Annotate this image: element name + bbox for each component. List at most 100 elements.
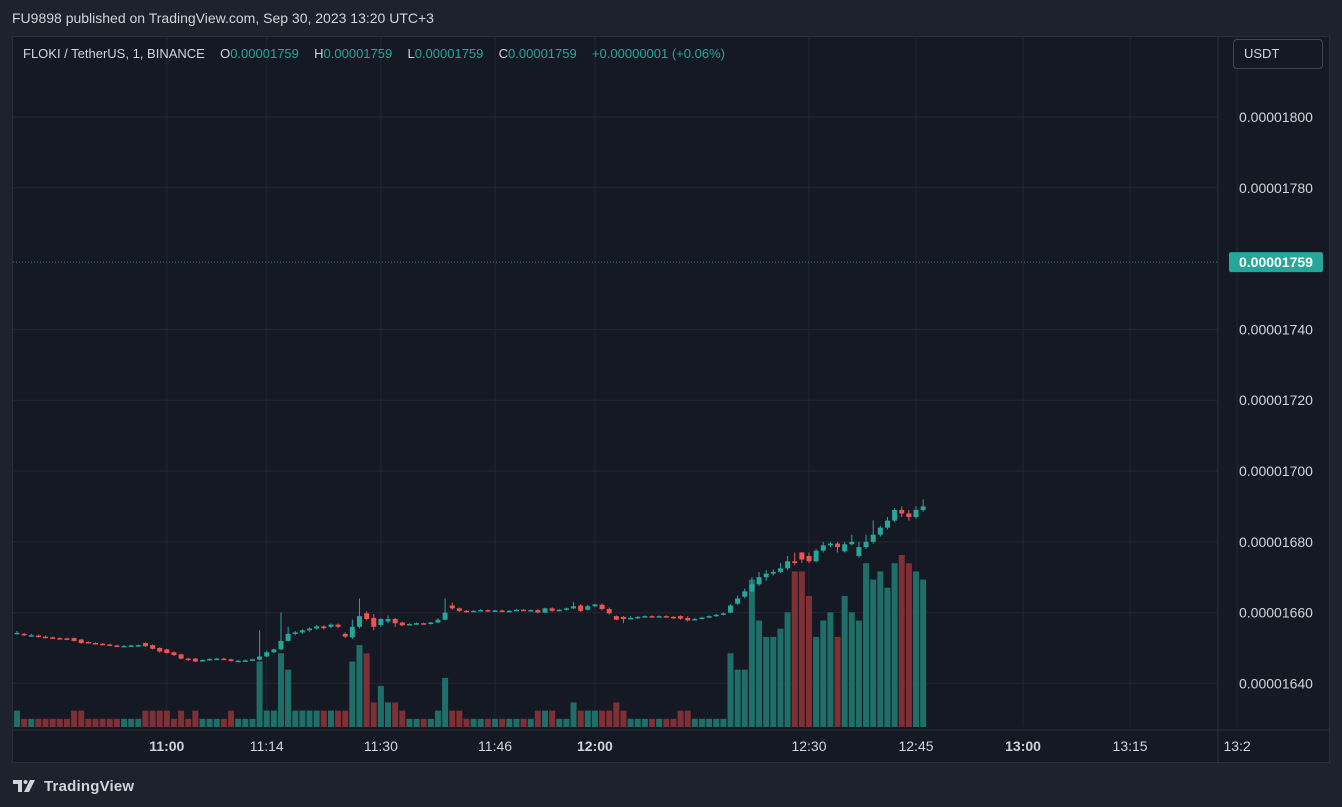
candle-body (114, 645, 120, 648)
candle-body (456, 608, 462, 611)
candle-body (278, 640, 284, 650)
close-label: C (498, 46, 509, 61)
time-tick-label: 11:14 (250, 738, 284, 754)
candle-body (499, 610, 505, 612)
candle-body (720, 613, 726, 615)
candle-body (428, 622, 434, 625)
volume-bar (142, 710, 149, 727)
volume-bar (805, 595, 812, 727)
candle-body (785, 561, 791, 569)
price-tick-label: 0.00001680 (1239, 534, 1313, 550)
candle-body (150, 645, 156, 649)
candle-body (884, 520, 890, 528)
volume-bar (99, 718, 106, 727)
volume-bar (834, 636, 841, 727)
candle-body (492, 610, 498, 612)
candle-body (142, 643, 148, 647)
candle-body (264, 652, 270, 657)
candle-body (292, 632, 298, 634)
volume-bar (534, 710, 541, 727)
candle-body (913, 509, 919, 518)
last-price-tag (1229, 252, 1323, 273)
volume-bar (848, 612, 855, 727)
currency-button[interactable]: USDT (1233, 39, 1323, 69)
candle-body (656, 616, 662, 618)
volume-bar (434, 710, 441, 727)
candle-body (356, 616, 362, 627)
candle-body (364, 613, 370, 619)
volume-bar (763, 636, 770, 727)
volume-bar (684, 710, 691, 727)
volume-bar (870, 579, 877, 727)
volume-bar (506, 718, 513, 727)
volume-bar (463, 718, 470, 727)
volume-bar (135, 718, 142, 727)
volume-bar (591, 710, 598, 727)
volume-bar (92, 718, 99, 727)
candle-body (421, 623, 427, 625)
candle-body (742, 591, 748, 597)
chart-pane[interactable] (12, 36, 1330, 763)
volume-bar (406, 718, 413, 727)
volume-bar (541, 710, 548, 727)
volume-bar (206, 718, 213, 727)
volume-bar (706, 718, 713, 727)
volume-bar (855, 620, 862, 727)
candle-body (64, 638, 70, 640)
candle-body (435, 619, 441, 623)
candle-body (585, 606, 591, 610)
volume-bar (820, 620, 827, 727)
candle-body (342, 633, 348, 637)
volume-bar (791, 571, 798, 727)
candle-body (335, 624, 341, 627)
volume-bar (270, 710, 277, 727)
candle-body (200, 660, 206, 662)
volume-bar (492, 718, 499, 727)
candle-body (849, 541, 855, 545)
candle-body (863, 541, 869, 548)
tradingview-brand[interactable]: TradingView (12, 775, 134, 797)
volume-bar (798, 571, 805, 727)
candle-body (378, 618, 384, 625)
volume-bar (477, 718, 484, 727)
volume-bar (427, 718, 434, 727)
volume-bar (827, 612, 834, 727)
candle-body (728, 605, 733, 613)
volume-bar (292, 710, 299, 727)
candle-body (813, 550, 819, 562)
volume-bar (499, 718, 506, 727)
candle-body (328, 624, 334, 627)
candle-body (371, 617, 377, 627)
candle-body (906, 513, 912, 518)
open-value: 0.00001759 (230, 46, 299, 61)
volume-bar (627, 718, 634, 727)
candle-body (28, 635, 34, 637)
volume-bar (613, 702, 620, 727)
candle-body (171, 652, 177, 656)
volume-bar (620, 710, 627, 727)
volume-bar (784, 612, 791, 727)
candle-body (414, 623, 420, 625)
volume-bar (320, 710, 327, 727)
volume-bar (556, 718, 563, 727)
candle-body (392, 618, 398, 624)
candle-body (613, 616, 619, 620)
volume-bar (327, 710, 334, 727)
volume-bar (656, 718, 663, 727)
candle-body (549, 608, 555, 611)
price-tick-label: 0.00001740 (1239, 321, 1313, 337)
volume-bar (213, 718, 220, 727)
candle-body (43, 636, 49, 639)
volume-bar (263, 710, 270, 727)
candle-body (185, 658, 191, 661)
volume-bar (21, 718, 28, 727)
candle-body (920, 506, 926, 510)
volume-bar (713, 718, 720, 727)
volume-bar (28, 718, 35, 727)
candle-body (442, 612, 448, 620)
candle-body (207, 658, 213, 661)
candle-body (513, 609, 519, 612)
volume-bar (385, 702, 392, 727)
candle-body (128, 645, 134, 648)
